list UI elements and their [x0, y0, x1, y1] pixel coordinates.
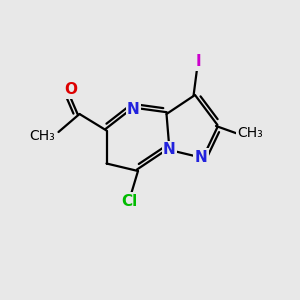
Text: Cl: Cl — [121, 194, 137, 208]
Text: N: N — [127, 102, 140, 117]
Text: CH₃: CH₃ — [237, 127, 263, 140]
Text: CH₃: CH₃ — [30, 130, 56, 143]
Text: N: N — [163, 142, 176, 158]
Text: I: I — [195, 54, 201, 69]
Text: O: O — [64, 82, 77, 98]
Text: N: N — [195, 150, 207, 165]
